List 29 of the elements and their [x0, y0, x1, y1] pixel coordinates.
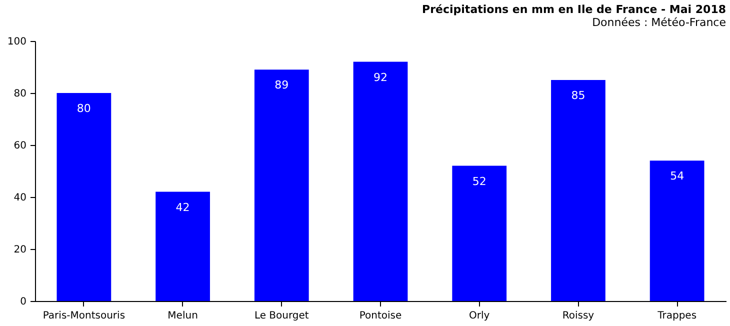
x-tick-label: Orly — [469, 310, 490, 322]
data-label: 85 — [571, 89, 586, 102]
y-tick-label: 0 — [20, 296, 26, 308]
y-tick-label: 60 — [14, 140, 26, 152]
y-tick-label: 40 — [14, 192, 26, 204]
data-label: 42 — [176, 200, 190, 214]
x-tick-label: Roissy — [562, 310, 594, 322]
bar — [156, 192, 210, 301]
chart-title: Précipitations en mm en Ile de France - Mai 2018 — [422, 3, 726, 16]
bar — [353, 62, 408, 301]
bar — [452, 166, 507, 301]
data-label: 92 — [374, 70, 388, 84]
y-tick-label: 100 — [7, 36, 26, 48]
data-label: 80 — [76, 102, 91, 115]
x-tick-label: Trappes — [656, 310, 697, 322]
x-tick-label: Le Bourget — [254, 310, 309, 322]
x-tick-label: Pontoise — [359, 310, 402, 322]
x-tick-label: Melun — [168, 310, 198, 322]
x-tick-label: Paris-Montsouris — [42, 310, 126, 322]
bar — [254, 70, 309, 301]
bar — [56, 93, 112, 301]
data-label: 52 — [472, 174, 486, 188]
chart-subtitle: Données : Météo-France — [592, 16, 726, 29]
y-tick-label: 20 — [14, 244, 26, 256]
data-label: 54 — [670, 170, 684, 183]
bar — [650, 160, 704, 301]
y-tick-label: 80 — [14, 88, 26, 100]
data-label: 89 — [274, 78, 289, 92]
bar — [551, 80, 606, 301]
